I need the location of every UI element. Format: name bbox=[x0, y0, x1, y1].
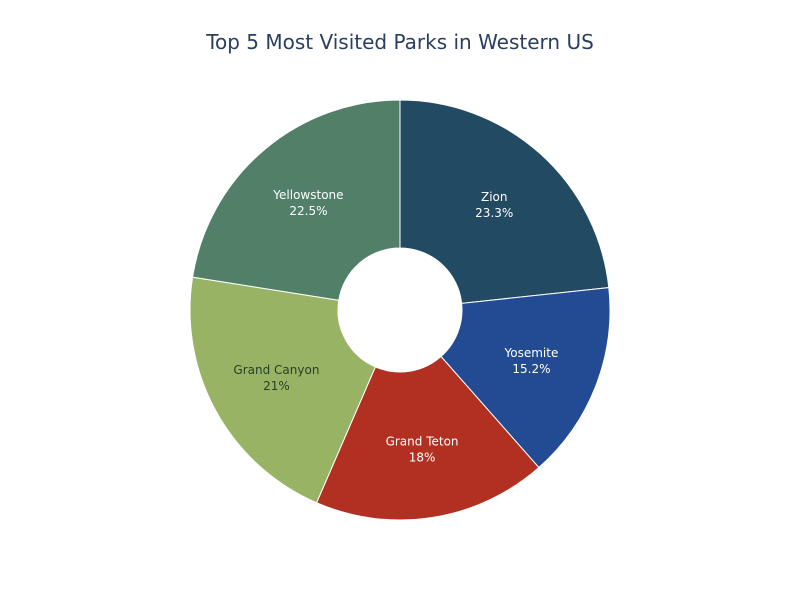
slice-label-percent: 21% bbox=[263, 379, 290, 393]
slice-label-name: Zion bbox=[481, 190, 508, 204]
slice-zion[interactable] bbox=[399, 99, 610, 304]
slice-label-name: Yosemite bbox=[504, 346, 559, 360]
slice-yellowstone[interactable] bbox=[192, 99, 401, 301]
slice-label-name: Yellowstone bbox=[272, 188, 343, 202]
slice-label-name: Grand Teton bbox=[386, 434, 459, 448]
slice-label-name: Grand Canyon bbox=[233, 363, 319, 377]
slice-label-percent: 22.5% bbox=[289, 204, 327, 218]
slice-grand-canyon[interactable] bbox=[189, 276, 377, 504]
slice-label-percent: 18% bbox=[409, 450, 436, 464]
chart-title: Top 5 Most Visited Parks in Western US bbox=[206, 30, 594, 54]
slice-label-percent: 15.2% bbox=[512, 362, 550, 376]
slice-grand-teton[interactable] bbox=[315, 355, 540, 521]
slice-yosemite[interactable] bbox=[440, 287, 611, 469]
slice-label-percent: 23.3% bbox=[475, 206, 513, 220]
